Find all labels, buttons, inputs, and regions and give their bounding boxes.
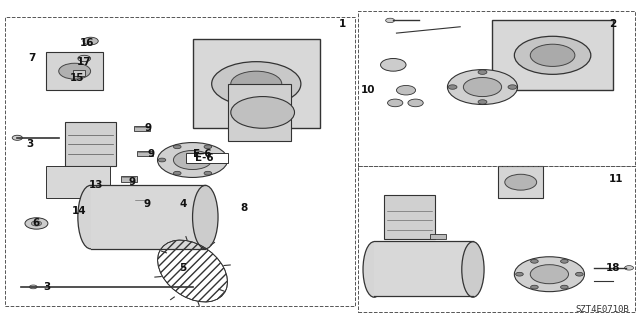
Circle shape — [12, 135, 22, 140]
Text: E-6: E-6 — [195, 153, 213, 163]
Circle shape — [83, 37, 99, 45]
Bar — [91, 185, 205, 249]
Text: 10: 10 — [360, 85, 375, 95]
Circle shape — [381, 59, 406, 71]
Bar — [193, 39, 320, 128]
Text: 4: 4 — [179, 199, 187, 209]
Bar — [228, 84, 291, 141]
Circle shape — [463, 77, 502, 97]
Circle shape — [173, 171, 181, 175]
Circle shape — [478, 100, 487, 104]
Circle shape — [25, 218, 48, 229]
Circle shape — [531, 44, 575, 67]
Text: 8: 8 — [240, 203, 247, 212]
Circle shape — [212, 62, 301, 106]
Bar — [46, 52, 103, 90]
Bar — [384, 195, 435, 239]
Circle shape — [561, 285, 568, 289]
Text: 9: 9 — [143, 199, 150, 209]
Bar — [499, 166, 543, 198]
Text: 9: 9 — [145, 123, 152, 133]
Bar — [134, 126, 150, 131]
Circle shape — [231, 97, 294, 128]
Circle shape — [516, 272, 524, 276]
Text: 9: 9 — [148, 149, 155, 159]
Circle shape — [531, 265, 568, 284]
Text: 16: 16 — [80, 38, 95, 48]
Text: 9: 9 — [129, 177, 136, 187]
Bar — [65, 122, 116, 166]
Text: SZT4E0710B: SZT4E0710B — [575, 305, 629, 314]
Circle shape — [158, 158, 166, 162]
Circle shape — [447, 69, 518, 105]
Circle shape — [508, 85, 517, 89]
Circle shape — [59, 63, 91, 79]
Bar — [46, 166, 109, 198]
Circle shape — [29, 285, 37, 289]
Text: 3: 3 — [26, 139, 34, 149]
Text: 15: 15 — [69, 73, 84, 83]
Circle shape — [575, 272, 583, 276]
Text: 11: 11 — [609, 174, 623, 184]
Ellipse shape — [462, 242, 484, 297]
Bar — [137, 151, 153, 156]
Bar — [430, 234, 446, 239]
Ellipse shape — [78, 185, 103, 249]
Bar — [374, 241, 473, 296]
Circle shape — [531, 285, 538, 289]
Circle shape — [386, 18, 394, 23]
Circle shape — [173, 145, 181, 149]
Text: 2: 2 — [609, 19, 617, 28]
Circle shape — [157, 142, 228, 178]
Circle shape — [515, 36, 591, 74]
Text: 18: 18 — [606, 263, 620, 273]
Ellipse shape — [363, 242, 385, 297]
Circle shape — [448, 85, 457, 89]
Bar — [74, 70, 85, 76]
Bar — [121, 177, 137, 181]
Text: 7: 7 — [28, 53, 36, 63]
Text: E-6: E-6 — [193, 149, 211, 159]
Circle shape — [478, 70, 487, 74]
Circle shape — [173, 150, 212, 170]
Circle shape — [408, 99, 423, 107]
Circle shape — [220, 158, 227, 162]
Circle shape — [78, 55, 91, 62]
Circle shape — [531, 260, 538, 263]
Text: 1: 1 — [339, 19, 346, 28]
Circle shape — [388, 99, 403, 107]
Text: 17: 17 — [77, 57, 92, 67]
Circle shape — [31, 221, 42, 226]
Circle shape — [396, 85, 415, 95]
Circle shape — [505, 174, 537, 190]
Circle shape — [204, 171, 212, 175]
Text: 5: 5 — [179, 263, 187, 273]
Text: 3: 3 — [44, 282, 51, 292]
FancyBboxPatch shape — [186, 153, 228, 163]
Circle shape — [515, 257, 584, 292]
Bar — [492, 20, 613, 90]
Text: 14: 14 — [72, 206, 86, 216]
Circle shape — [561, 260, 568, 263]
Ellipse shape — [193, 185, 218, 249]
Circle shape — [625, 266, 634, 270]
Text: 6: 6 — [33, 219, 40, 228]
Circle shape — [204, 145, 212, 149]
Circle shape — [231, 71, 282, 97]
Text: 13: 13 — [88, 180, 103, 190]
Bar — [134, 199, 150, 204]
Bar — [436, 246, 452, 252]
